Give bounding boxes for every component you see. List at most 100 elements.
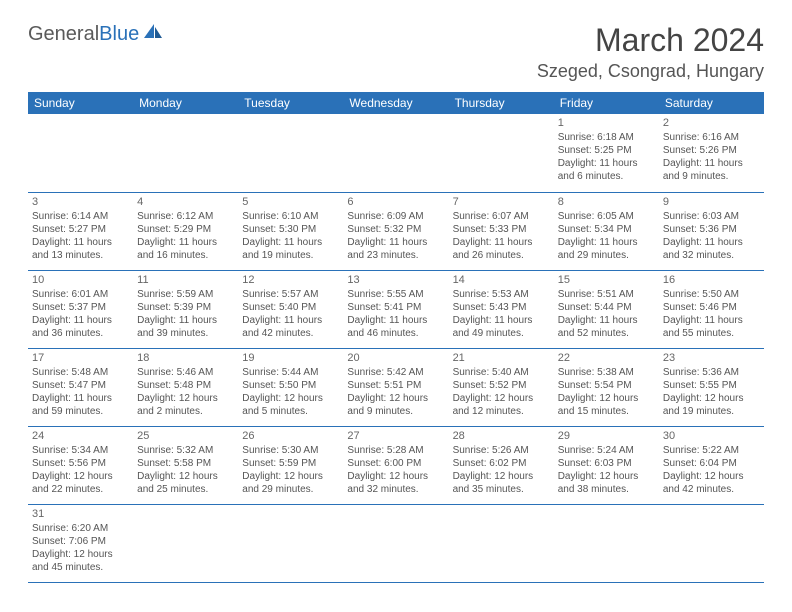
day-number: 29 (558, 429, 655, 443)
calendar-table: SundayMondayTuesdayWednesdayThursdayFrid… (28, 92, 764, 583)
calendar-cell: 31Sunrise: 6:20 AMSunset: 7:06 PMDayligh… (28, 504, 133, 582)
daylight-line-1: Daylight: 11 hours (558, 236, 655, 249)
sunrise-line: Sunrise: 5:44 AM (242, 366, 339, 379)
logo: GeneralBlue (28, 22, 164, 46)
daylight-line-1: Daylight: 11 hours (32, 236, 129, 249)
daylight-line-2: and 29 minutes. (558, 249, 655, 262)
daylight-line-2: and 36 minutes. (32, 327, 129, 340)
daylight-line-1: Daylight: 11 hours (32, 314, 129, 327)
sunrise-line: Sunrise: 6:12 AM (137, 210, 234, 223)
daylight-line-1: Daylight: 11 hours (242, 236, 339, 249)
calendar-body: 1Sunrise: 6:18 AMSunset: 5:25 PMDaylight… (28, 114, 764, 582)
sunrise-line: Sunrise: 5:53 AM (453, 288, 550, 301)
calendar-cell: 5Sunrise: 6:10 AMSunset: 5:30 PMDaylight… (238, 192, 343, 270)
calendar-cell: 11Sunrise: 5:59 AMSunset: 5:39 PMDayligh… (133, 270, 238, 348)
sunset-line: Sunset: 5:58 PM (137, 457, 234, 470)
calendar-cell (238, 114, 343, 192)
sunset-line: Sunset: 5:56 PM (32, 457, 129, 470)
day-number: 8 (558, 195, 655, 209)
sunset-line: Sunset: 5:44 PM (558, 301, 655, 314)
calendar-week-row: 10Sunrise: 6:01 AMSunset: 5:37 PMDayligh… (28, 270, 764, 348)
daylight-line-1: Daylight: 12 hours (242, 470, 339, 483)
calendar-cell: 12Sunrise: 5:57 AMSunset: 5:40 PMDayligh… (238, 270, 343, 348)
calendar-cell: 19Sunrise: 5:44 AMSunset: 5:50 PMDayligh… (238, 348, 343, 426)
calendar-cell: 24Sunrise: 5:34 AMSunset: 5:56 PMDayligh… (28, 426, 133, 504)
calendar-cell: 13Sunrise: 5:55 AMSunset: 5:41 PMDayligh… (343, 270, 448, 348)
sail-icon (142, 22, 164, 46)
sunrise-line: Sunrise: 6:01 AM (32, 288, 129, 301)
day-number: 1 (558, 116, 655, 130)
calendar-cell: 26Sunrise: 5:30 AMSunset: 5:59 PMDayligh… (238, 426, 343, 504)
day-number: 10 (32, 273, 129, 287)
sunset-line: Sunset: 5:55 PM (663, 379, 760, 392)
day-number: 27 (347, 429, 444, 443)
sunset-line: Sunset: 5:34 PM (558, 223, 655, 236)
calendar-cell (133, 504, 238, 582)
sunset-line: Sunset: 5:59 PM (242, 457, 339, 470)
sunset-line: Sunset: 5:51 PM (347, 379, 444, 392)
day-number: 20 (347, 351, 444, 365)
daylight-line-2: and 15 minutes. (558, 405, 655, 418)
calendar-cell: 9Sunrise: 6:03 AMSunset: 5:36 PMDaylight… (659, 192, 764, 270)
calendar-cell (343, 504, 448, 582)
day-number: 28 (453, 429, 550, 443)
sunset-line: Sunset: 5:43 PM (453, 301, 550, 314)
daylight-line-2: and 32 minutes. (347, 483, 444, 496)
calendar-cell: 21Sunrise: 5:40 AMSunset: 5:52 PMDayligh… (449, 348, 554, 426)
daylight-line-2: and 29 minutes. (242, 483, 339, 496)
daylight-line-1: Daylight: 12 hours (558, 392, 655, 405)
sunset-line: Sunset: 5:54 PM (558, 379, 655, 392)
calendar-week-row: 1Sunrise: 6:18 AMSunset: 5:25 PMDaylight… (28, 114, 764, 192)
sunrise-line: Sunrise: 6:14 AM (32, 210, 129, 223)
sunrise-line: Sunrise: 5:59 AM (137, 288, 234, 301)
daylight-line-2: and 2 minutes. (137, 405, 234, 418)
sunrise-line: Sunrise: 6:18 AM (558, 131, 655, 144)
daylight-line-1: Daylight: 11 hours (347, 236, 444, 249)
day-number: 13 (347, 273, 444, 287)
daylight-line-1: Daylight: 12 hours (137, 392, 234, 405)
day-number: 23 (663, 351, 760, 365)
daylight-line-1: Daylight: 12 hours (663, 392, 760, 405)
day-number: 24 (32, 429, 129, 443)
day-number: 7 (453, 195, 550, 209)
calendar-cell: 10Sunrise: 6:01 AMSunset: 5:37 PMDayligh… (28, 270, 133, 348)
daylight-line-1: Daylight: 11 hours (558, 314, 655, 327)
daylight-line-2: and 6 minutes. (558, 170, 655, 183)
daylight-line-1: Daylight: 11 hours (663, 314, 760, 327)
sunset-line: Sunset: 5:46 PM (663, 301, 760, 314)
daylight-line-1: Daylight: 11 hours (453, 314, 550, 327)
calendar-cell (554, 504, 659, 582)
logo-word2: Blue (99, 23, 139, 46)
sunrise-line: Sunrise: 6:16 AM (663, 131, 760, 144)
sunset-line: Sunset: 7:06 PM (32, 535, 129, 548)
daylight-line-1: Daylight: 12 hours (32, 548, 129, 561)
sunset-line: Sunset: 5:30 PM (242, 223, 339, 236)
sunrise-line: Sunrise: 5:30 AM (242, 444, 339, 457)
daylight-line-2: and 42 minutes. (663, 483, 760, 496)
day-number: 12 (242, 273, 339, 287)
daylight-line-1: Daylight: 12 hours (32, 470, 129, 483)
daylight-line-1: Daylight: 12 hours (453, 470, 550, 483)
calendar-cell: 18Sunrise: 5:46 AMSunset: 5:48 PMDayligh… (133, 348, 238, 426)
calendar-week-row: 3Sunrise: 6:14 AMSunset: 5:27 PMDaylight… (28, 192, 764, 270)
daylight-line-1: Daylight: 11 hours (242, 314, 339, 327)
daylight-line-2: and 12 minutes. (453, 405, 550, 418)
sunset-line: Sunset: 5:50 PM (242, 379, 339, 392)
daylight-line-1: Daylight: 12 hours (558, 470, 655, 483)
sunrise-line: Sunrise: 6:20 AM (32, 522, 129, 535)
calendar-cell (449, 114, 554, 192)
calendar-cell: 2Sunrise: 6:16 AMSunset: 5:26 PMDaylight… (659, 114, 764, 192)
sunset-line: Sunset: 6:02 PM (453, 457, 550, 470)
day-header: Thursday (449, 92, 554, 114)
calendar-cell: 15Sunrise: 5:51 AMSunset: 5:44 PMDayligh… (554, 270, 659, 348)
day-number: 16 (663, 273, 760, 287)
sunrise-line: Sunrise: 5:28 AM (347, 444, 444, 457)
calendar-cell (133, 114, 238, 192)
calendar-cell: 22Sunrise: 5:38 AMSunset: 5:54 PMDayligh… (554, 348, 659, 426)
sunrise-line: Sunrise: 5:55 AM (347, 288, 444, 301)
day-number: 2 (663, 116, 760, 130)
sunrise-line: Sunrise: 5:34 AM (32, 444, 129, 457)
calendar-cell (449, 504, 554, 582)
daylight-line-2: and 49 minutes. (453, 327, 550, 340)
calendar-cell: 8Sunrise: 6:05 AMSunset: 5:34 PMDaylight… (554, 192, 659, 270)
